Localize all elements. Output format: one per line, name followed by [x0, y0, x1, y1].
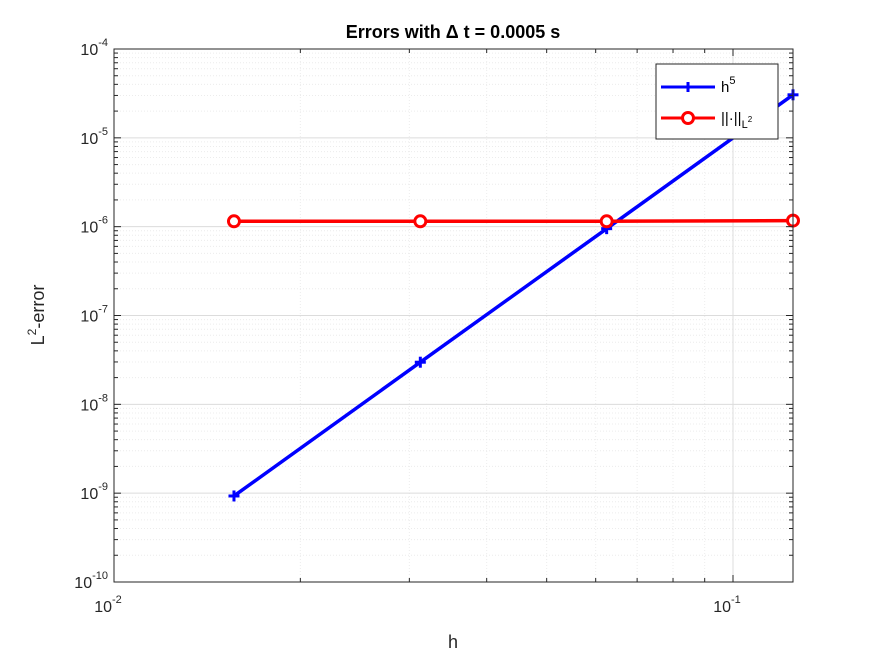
series-2-point [413, 214, 428, 229]
y-tick-label: 10-8 [80, 392, 108, 414]
x-axis-label: h [448, 632, 458, 652]
x-tick-label-exp: -2 [112, 594, 122, 606]
legend-label-series-1-base: h [721, 79, 729, 96]
series-1-line [232, 93, 795, 498]
y-tick-label-exp: -7 [98, 304, 108, 316]
x-tick-labels: 10-2 10-1 [94, 594, 741, 616]
y-tick-label-exp: -9 [98, 481, 108, 493]
y-axis-label-base: L [28, 335, 48, 345]
chart-title: Errors with Δ t = 0.0005 s [346, 22, 561, 42]
legend-marker-series-1 [683, 82, 693, 92]
y-tick-label-exp: -6 [98, 215, 108, 227]
x-tick-label-base: 10 [713, 599, 731, 616]
y-tick-label: 10-9 [80, 481, 108, 503]
x-tick-label-exp: -1 [731, 594, 741, 606]
legend: h5 ||·||L2 [655, 63, 779, 140]
y-tick-label-base: 10 [80, 309, 98, 326]
minor-grid [114, 49, 793, 582]
series-1-point [228, 490, 240, 502]
x-tick-label: 10-1 [713, 594, 741, 616]
legend-marker-series-2 [681, 111, 695, 125]
y-tick-label: 10-5 [80, 126, 108, 148]
y-tick-label-base: 10 [80, 131, 98, 148]
series-2-line [233, 218, 794, 224]
y-tick-label-base: 10 [74, 575, 92, 592]
y-tick-label-exp: -10 [92, 570, 108, 582]
series-2-point [599, 214, 614, 229]
legend-box [655, 63, 779, 140]
y-tick-label-base: 10 [80, 486, 98, 503]
legend-label-series-2: ||·||L2 [721, 110, 753, 131]
y-tick-label-base: 10 [80, 42, 98, 59]
series-2-point [226, 214, 241, 229]
y-tick-label: 10-7 [80, 304, 108, 326]
y-tick-label-base: 10 [80, 397, 98, 414]
y-tick-label-base: 10 [80, 220, 98, 237]
y-tick-label: 10-4 [80, 37, 108, 59]
y-axis-label-rest: -error [28, 285, 48, 329]
legend-label-series-2-subsup: 2 [748, 115, 753, 124]
y-tick-label-exp: -5 [98, 126, 108, 138]
series-1-point [414, 356, 426, 368]
x-tick-label-base: 10 [94, 599, 112, 616]
y-tick-label: 10-6 [80, 215, 108, 237]
legend-label-series-2-sub: L [742, 119, 748, 131]
legend-entry-series-2: ||·||L2 [661, 110, 753, 131]
legend-label-series-1: h5 [721, 75, 735, 96]
y-tick-label-exp: -4 [98, 37, 108, 49]
series-layer [226, 89, 800, 502]
y-axis-label-sup: 2 [25, 328, 39, 335]
y-axis-label: L2-error [25, 285, 48, 346]
legend-entry-series-1: h5 [661, 75, 735, 96]
legend-label-series-2-base: ||·|| [721, 110, 742, 127]
y-tick-label-exp: -8 [98, 392, 108, 404]
series-2 [226, 213, 800, 229]
x-tick-label: 10-2 [94, 594, 122, 616]
tick-marks [113, 48, 793, 583]
legend-label-series-1-sup: 5 [729, 75, 735, 87]
y-tick-label: 10-10 [74, 570, 108, 592]
